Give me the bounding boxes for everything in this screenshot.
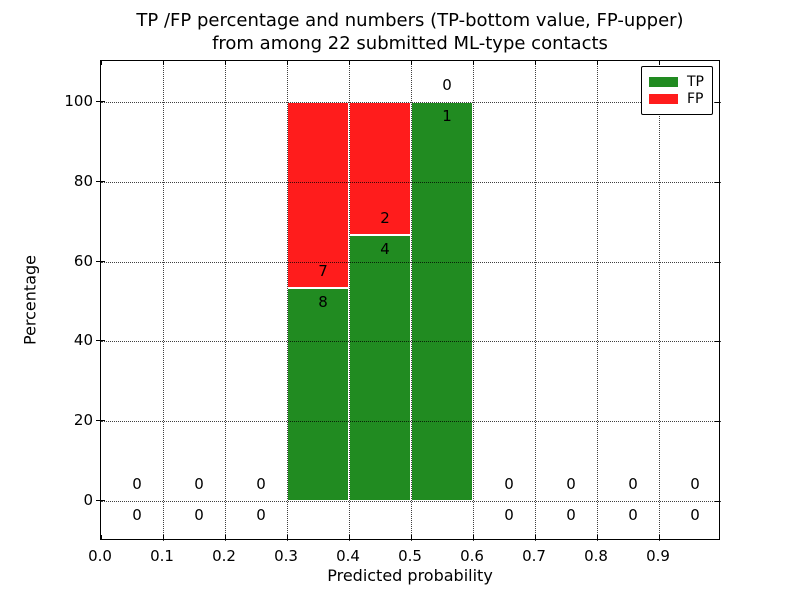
y-tickmark-left	[96, 101, 105, 102]
y-tickmark-left	[96, 500, 105, 501]
horizontal-gridline	[101, 501, 721, 502]
x-tickmark-top	[535, 61, 536, 65]
x-tick-label: 0.0	[88, 547, 112, 565]
y-tickmark-right	[715, 501, 719, 502]
tp-count-label: 0	[504, 506, 514, 524]
y-tickmark-right	[715, 341, 719, 343]
x-tickmark-top	[101, 61, 102, 65]
x-tick-label: 0.3	[274, 547, 298, 565]
fp-count-label: 0	[628, 475, 638, 493]
tp-count-label: 0	[256, 506, 266, 524]
x-axis-label: Predicted probability	[327, 566, 493, 585]
y-tick-label: 0	[83, 491, 93, 509]
x-tick-label: 0.7	[522, 547, 546, 565]
vertical-gridline	[597, 61, 598, 541]
fp-count-label: 7	[318, 262, 328, 281]
x-tick-label: 0.6	[460, 547, 484, 565]
x-tick-label: 0.4	[336, 547, 360, 565]
x-tickmark-bottom	[101, 535, 102, 539]
x-tick-label: 0.9	[646, 547, 670, 565]
tp-bar-segment	[349, 234, 411, 501]
fp-count-label: 0	[504, 475, 514, 493]
vertical-gridline	[225, 61, 226, 541]
fp-count-label: 0	[442, 76, 452, 94]
x-tickmark-bottom	[597, 535, 598, 539]
x-tickmark-top	[225, 61, 226, 65]
x-tick-label: 0.2	[212, 547, 236, 565]
x-tickmark-bottom	[535, 535, 536, 539]
x-tickmark-bottom	[473, 535, 474, 539]
y-tickmark-left	[96, 260, 105, 262]
fp-count-label: 0	[566, 475, 576, 493]
x-tickmark-top	[349, 61, 350, 65]
legend-label-tp: TP	[687, 74, 704, 90]
y-tick-label: 60	[73, 251, 93, 270]
x-tickmark-top	[597, 61, 598, 65]
x-tickmark-bottom	[411, 535, 412, 539]
plot-area: TP FP 0 0 0 0 0 0 7 8 2 4 0 1 0 0 0 0 0 0 0 0	[100, 60, 721, 541]
tp-count-label: 0	[194, 506, 204, 524]
y-tick-label: 80	[73, 171, 93, 190]
tp-count-label: 0	[690, 506, 700, 524]
x-tick-label: 0.8	[584, 547, 608, 565]
tp-count-label: 0	[566, 506, 576, 524]
y-tick-label: 20	[73, 411, 93, 430]
x-tickmark-top	[163, 61, 164, 65]
x-tick-label: 0.1	[150, 547, 174, 565]
vertical-gridline	[163, 61, 164, 541]
chart-title-line1: TP /FP percentage and numbers (TP-bottom…	[136, 10, 684, 31]
tp-count-label: 4	[380, 239, 390, 258]
y-tickmark-right	[715, 181, 719, 183]
tp-bar-segment	[411, 102, 473, 501]
x-tickmark-top	[287, 61, 288, 65]
x-tickmark-bottom	[659, 535, 660, 539]
x-tickmark-top	[473, 61, 474, 65]
fp-bar-segment	[287, 102, 349, 289]
tp-count-label: 1	[442, 107, 452, 125]
chart-title-line2: from among 22 submitted ML-type contacts	[212, 33, 608, 54]
x-tickmark-bottom	[163, 535, 164, 539]
y-tick-label: 100	[64, 92, 93, 110]
tp-bar-segment	[287, 288, 349, 501]
fp-count-label: 2	[380, 208, 390, 227]
fp-count-label: 0	[194, 475, 204, 493]
y-tickmark-left	[96, 340, 105, 342]
fp-count-label: 0	[256, 475, 266, 493]
y-tickmark-left	[96, 420, 105, 422]
y-tickmark-right	[715, 421, 719, 423]
x-tickmark-bottom	[225, 535, 226, 539]
y-tickmark-right	[715, 261, 719, 263]
fp-count-label: 0	[132, 475, 142, 493]
vertical-gridline	[535, 61, 536, 541]
fp-color-swatch	[649, 94, 678, 104]
tp-color-swatch	[649, 77, 678, 87]
legend-item-tp: TP	[649, 75, 704, 89]
y-tickmark-left	[96, 180, 105, 182]
y-tickmark-right	[715, 102, 719, 103]
tp-count-label: 0	[132, 506, 142, 524]
y-tick-label: 40	[73, 331, 93, 350]
tp-count-label: 0	[628, 506, 638, 524]
legend: TP FP	[641, 66, 713, 115]
x-tickmark-top	[411, 61, 412, 65]
legend-label-fp: FP	[687, 91, 704, 107]
vertical-gridline	[473, 61, 474, 541]
vertical-gridline	[659, 61, 660, 541]
legend-item-fp: FP	[649, 92, 704, 106]
x-tickmark-bottom	[349, 535, 350, 539]
x-tick-label: 0.5	[398, 547, 422, 565]
tp-count-label: 8	[318, 293, 328, 312]
fp-count-label: 0	[690, 475, 700, 493]
x-tickmark-bottom	[287, 535, 288, 539]
chart-title: TP /FP percentage and numbers (TP-bottom…	[100, 9, 720, 55]
y-axis-label: Percentage	[20, 254, 40, 346]
x-tickmark-top	[659, 61, 660, 65]
